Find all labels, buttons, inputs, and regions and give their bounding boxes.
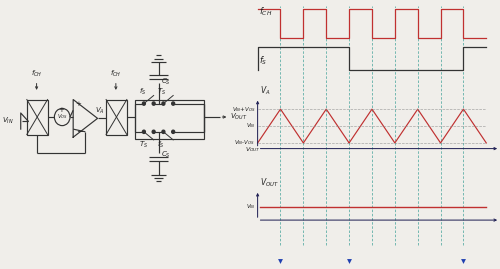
Circle shape <box>162 130 165 133</box>
Circle shape <box>152 130 155 133</box>
Text: +: + <box>58 107 64 113</box>
Text: $V_{IN}$+$V_{OS}$: $V_{IN}$+$V_{OS}$ <box>232 105 256 114</box>
Text: $f_{CH}$: $f_{CH}$ <box>110 68 122 79</box>
Text: $C_S$: $C_S$ <box>161 150 171 160</box>
Circle shape <box>152 102 155 105</box>
Bar <box>136 100 203 139</box>
Text: +: + <box>76 101 82 107</box>
Text: $C_S$: $C_S$ <box>161 77 171 87</box>
Circle shape <box>162 102 165 105</box>
Text: $V_{IN}$-$V_{OS}$: $V_{IN}$-$V_{OS}$ <box>234 139 256 147</box>
Text: $V_A$: $V_A$ <box>260 84 270 97</box>
Text: $f_{CH}$: $f_{CH}$ <box>258 6 272 18</box>
Text: $V_{OUT}$: $V_{OUT}$ <box>230 112 248 122</box>
Text: $V_{OS}$: $V_{OS}$ <box>57 112 68 122</box>
Text: $-$: $-$ <box>76 125 84 134</box>
Text: $f_S$: $f_S$ <box>139 87 146 97</box>
Circle shape <box>142 130 146 133</box>
Circle shape <box>172 130 174 133</box>
Text: $T_S$: $T_S$ <box>158 87 166 97</box>
Text: $f_S$: $f_S$ <box>158 140 164 150</box>
Text: $V_{IN}$: $V_{IN}$ <box>246 203 256 211</box>
Circle shape <box>172 102 174 105</box>
Circle shape <box>142 102 146 105</box>
Text: $V_A$: $V_A$ <box>94 105 104 116</box>
Text: $f_S$: $f_S$ <box>258 55 267 67</box>
Bar <box>106 100 127 134</box>
Text: $f_{CH}$: $f_{CH}$ <box>31 68 42 79</box>
Bar <box>27 100 48 134</box>
Text: $V_{IN}$: $V_{IN}$ <box>246 122 256 130</box>
Text: $V_{OUT}$: $V_{OUT}$ <box>245 145 260 154</box>
Text: $T_S$: $T_S$ <box>139 140 148 150</box>
Text: $V_{OUT}$: $V_{OUT}$ <box>260 176 279 189</box>
Text: $V_{IN}$: $V_{IN}$ <box>2 116 14 126</box>
